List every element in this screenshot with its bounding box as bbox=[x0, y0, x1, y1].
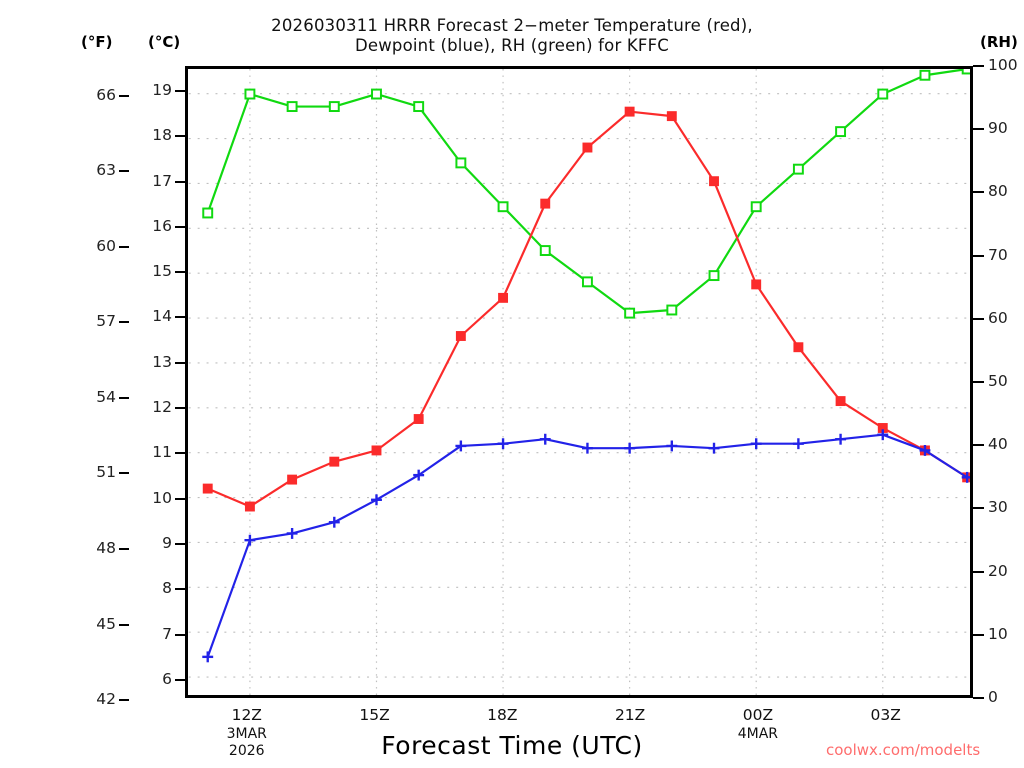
celsius-tick-16-mark bbox=[175, 225, 185, 228]
fahrenheit-tick-60-mark bbox=[119, 245, 129, 248]
grid-lines bbox=[188, 69, 970, 695]
time-tick-00Z-date: 4MAR bbox=[738, 726, 778, 743]
rh-tick-20-mark bbox=[973, 570, 984, 573]
rh-tick-50-mark bbox=[973, 381, 984, 383]
fahrenheit-tick-48-mark bbox=[119, 547, 129, 550]
time-tick-00Z: 00Z bbox=[742, 706, 774, 724]
fahrenheit-tick-45-mark bbox=[119, 623, 129, 626]
celsius-tick-7-mark bbox=[175, 633, 185, 636]
time-tick-03Z: 03Z bbox=[870, 706, 901, 724]
celsius-tick-7: 7 bbox=[162, 624, 172, 643]
x-axis-title: Forecast Time (UTC) bbox=[381, 731, 643, 760]
rh-tick-0-mark bbox=[973, 697, 984, 699]
celsius-tick-13-mark bbox=[175, 361, 185, 364]
celsius-tick-10: 10 bbox=[152, 488, 172, 507]
celsius-tick-19-mark bbox=[175, 89, 185, 92]
celsius-tick-16: 16 bbox=[152, 216, 172, 235]
fahrenheit-tick-57: 57 bbox=[96, 312, 116, 331]
time-tick-12Z-date-line2: 2026 bbox=[228, 743, 265, 759]
fahrenheit-tick-66-mark bbox=[119, 94, 129, 97]
fahrenheit-tick-51: 51 bbox=[96, 463, 116, 482]
rh-tick-40-mark bbox=[973, 444, 984, 447]
celsius-tick-14-mark bbox=[175, 316, 185, 319]
rh-tick-60-mark bbox=[973, 317, 984, 320]
rh-tick-30: 30 bbox=[988, 498, 1008, 517]
fahrenheit-tick-66: 66 bbox=[96, 85, 116, 104]
celsius-tick-18-mark bbox=[175, 135, 185, 138]
celsius-tick-15-mark bbox=[175, 271, 185, 274]
fahrenheit-tick-57-mark bbox=[119, 321, 129, 324]
time-tick-18Z: 18Z bbox=[487, 706, 518, 724]
rh-tick-0: 0 bbox=[988, 688, 998, 706]
rh-tick-70: 70 bbox=[988, 245, 1008, 264]
celsius-tick-9: 9 bbox=[162, 533, 172, 552]
time-tick-12Z-date-line1: 3MAR bbox=[226, 726, 267, 742]
celsius-tick-8: 8 bbox=[162, 579, 172, 598]
celsius-tick-9-mark bbox=[175, 542, 185, 545]
time-tick-15Z: 15Z bbox=[359, 706, 390, 724]
celsius-tick-14: 14 bbox=[152, 307, 172, 326]
chart-title-line2: Dewpoint (blue), RH (green) for KFFC bbox=[354, 36, 670, 55]
fahrenheit-tick-42: 42 bbox=[96, 690, 116, 708]
rh-tick-80-mark bbox=[973, 191, 984, 194]
celsius-tick-19: 19 bbox=[152, 80, 172, 99]
rh-tick-100: 100 bbox=[988, 56, 1018, 74]
rh-tick-80: 80 bbox=[988, 182, 1008, 201]
fahrenheit-tick-48: 48 bbox=[96, 538, 116, 557]
rh-tick-20: 20 bbox=[988, 561, 1008, 580]
fahrenheit-tick-63: 63 bbox=[96, 161, 116, 180]
rh-tick-10: 10 bbox=[988, 624, 1008, 643]
celsius-tick-17-mark bbox=[175, 180, 185, 183]
rh-tick-40: 40 bbox=[988, 435, 1008, 454]
chart-title: 2026030311 HRRR Forecast 2−meter Tempera… bbox=[0, 16, 1024, 56]
rh-axis-unit: (RH) bbox=[980, 33, 1018, 51]
fahrenheit-tick-45: 45 bbox=[96, 614, 116, 633]
fahrenheit-tick-42-mark bbox=[119, 699, 129, 701]
celsius-tick-15: 15 bbox=[152, 262, 172, 281]
fahrenheit-tick-51-mark bbox=[119, 472, 129, 475]
celsius-axis-unit: (°C) bbox=[148, 33, 181, 51]
rh-tick-100-mark bbox=[973, 65, 984, 67]
rh-tick-30-mark bbox=[973, 507, 984, 510]
time-tick-21Z: 21Z bbox=[614, 706, 646, 724]
plot-area bbox=[185, 66, 973, 698]
series-dewpoint bbox=[202, 429, 970, 663]
time-tick-12Z-date: 3MAR 2026 bbox=[227, 726, 267, 760]
data-series-layer bbox=[202, 69, 970, 663]
rh-tick-90-mark bbox=[973, 128, 984, 131]
time-tick-12Z: 12Z bbox=[231, 706, 262, 724]
celsius-tick-6: 6 bbox=[162, 669, 172, 688]
celsius-tick-10-mark bbox=[175, 497, 185, 500]
fahrenheit-tick-63-mark bbox=[119, 170, 129, 173]
celsius-tick-11-mark bbox=[175, 452, 185, 455]
series-relative-humidity bbox=[202, 69, 970, 319]
fahrenheit-tick-60: 60 bbox=[96, 236, 116, 255]
celsius-tick-8-mark bbox=[175, 588, 185, 591]
rh-tick-10-mark bbox=[973, 633, 984, 636]
rh-tick-60: 60 bbox=[988, 308, 1008, 327]
celsius-tick-12: 12 bbox=[152, 398, 172, 417]
celsius-tick-13: 13 bbox=[152, 352, 172, 371]
celsius-tick-6-mark bbox=[175, 678, 185, 681]
watermark: coolwx.com/modelts bbox=[826, 741, 981, 759]
celsius-tick-18: 18 bbox=[152, 126, 172, 145]
fahrenheit-tick-54-mark bbox=[119, 396, 129, 399]
fahrenheit-tick-54: 54 bbox=[96, 387, 116, 406]
chart-title-line1: 2026030311 HRRR Forecast 2−meter Tempera… bbox=[271, 16, 753, 35]
rh-tick-50: 50 bbox=[988, 372, 1008, 390]
fahrenheit-axis-unit: (°F) bbox=[81, 33, 113, 51]
celsius-tick-17: 17 bbox=[152, 171, 172, 190]
celsius-tick-11: 11 bbox=[152, 443, 172, 462]
time-tick-00Z-date-line1: 4MAR bbox=[737, 726, 779, 742]
rh-tick-70-mark bbox=[973, 254, 984, 257]
celsius-tick-12-mark bbox=[175, 407, 185, 410]
rh-tick-90: 90 bbox=[988, 119, 1008, 138]
